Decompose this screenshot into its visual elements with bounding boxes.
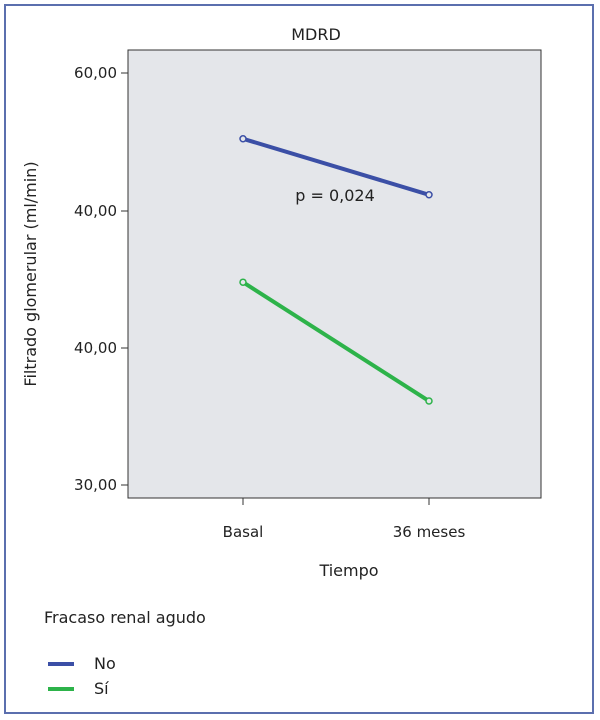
y-tick-label: 40,00 xyxy=(74,202,117,220)
y-tick-label: 40,00 xyxy=(74,339,117,357)
series-line-no xyxy=(242,136,430,197)
legend-title: Fracaso renal agudo xyxy=(44,608,206,627)
series-layer xyxy=(239,135,433,405)
y-tick-label: 60,00 xyxy=(74,64,117,82)
series-point-no-1 xyxy=(425,191,433,199)
legend-swatch-si xyxy=(48,686,74,691)
x-tick-label: 36 meses xyxy=(393,523,466,541)
chart-title: MDRD xyxy=(291,25,341,44)
x-axis-title: Tiempo xyxy=(318,561,378,580)
figure-frame: MDRD 60,00 40,00 40,00 30,00 Basal 36 meses … xyxy=(4,4,594,714)
legend-label-si: Sí xyxy=(94,679,109,698)
legend-swatch-no xyxy=(48,661,74,666)
y-axis-title: Filtrado glomerular (ml/min) xyxy=(21,161,40,386)
legend-item-si: Sí xyxy=(48,679,109,698)
legend-label-no: No xyxy=(94,654,116,673)
x-axis: Basal 36 meses xyxy=(223,498,466,541)
series-point-si-0 xyxy=(239,278,247,286)
x-tick-label: Basal xyxy=(223,523,264,541)
series-point-si-1 xyxy=(425,397,433,405)
y-axis: 60,00 40,00 40,00 30,00 xyxy=(74,64,128,494)
series-point-no-0 xyxy=(239,135,247,143)
series-line-si xyxy=(241,280,431,403)
plot-area xyxy=(127,49,542,499)
y-tick-label: 30,00 xyxy=(74,476,117,494)
p-value-annotation: p = 0,024 xyxy=(295,186,375,205)
legend-item-no: No xyxy=(48,654,116,673)
